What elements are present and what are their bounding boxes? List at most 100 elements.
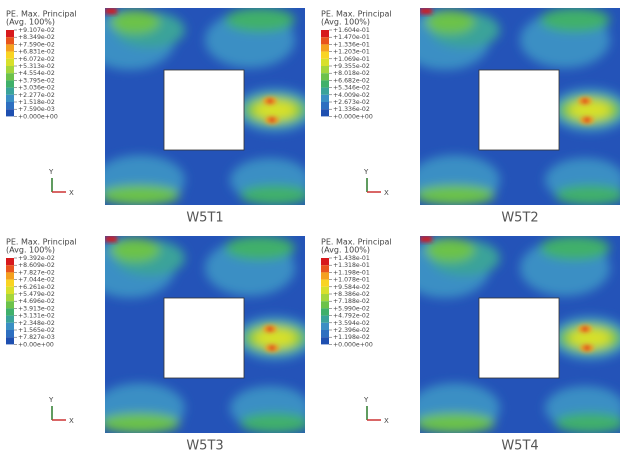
legend-label: +1.198e-01 xyxy=(333,269,370,276)
legend-label: +3.036e-02 xyxy=(18,85,55,92)
legend-swatch xyxy=(6,30,14,37)
legend-label: +9.392e-02 xyxy=(18,255,55,262)
legend-subtitle: (Avg. 100%) xyxy=(6,18,55,27)
legend-swatch xyxy=(321,265,329,272)
legend-subtitle: (Avg. 100%) xyxy=(321,18,370,27)
legend-label: +0.000e+00 xyxy=(18,113,58,120)
contour-region xyxy=(100,413,180,433)
corner xyxy=(105,8,117,14)
contour-plot xyxy=(400,236,621,433)
legend-subtitle: (Avg. 100%) xyxy=(321,246,370,255)
legend-swatch xyxy=(6,287,14,294)
axis-y-label: Y xyxy=(48,396,54,404)
legend-label: +1.604e-01 xyxy=(333,27,370,34)
legend-label: +7.827e-02 xyxy=(18,269,55,276)
legend-label: +0.000e+00 xyxy=(333,341,373,348)
legend-label: +8.349e-02 xyxy=(18,34,55,41)
legend-label: +8.018e-02 xyxy=(333,70,370,77)
legend-label: +1.336e-01 xyxy=(333,41,370,48)
legend-label: +7.590e-02 xyxy=(18,41,55,48)
legend-swatch xyxy=(6,88,14,95)
legend-label: +1.438e-01 xyxy=(333,255,370,262)
legend-swatch xyxy=(321,316,329,323)
legend-label: +6.831e-02 xyxy=(18,49,55,56)
panel: PE. Max. Principal(Avg. 100%)+9.107e-02+… xyxy=(6,8,315,226)
legend-swatch xyxy=(6,294,14,301)
legend-label: +7.188e-02 xyxy=(333,298,370,305)
legend-label: +2.673e-02 xyxy=(333,99,370,106)
corner xyxy=(105,236,117,242)
legend-label: +1.336e-02 xyxy=(333,106,370,113)
legend-label: +4.696e-02 xyxy=(18,298,55,305)
legend-label: +9.584e-02 xyxy=(333,284,370,291)
legend-swatch xyxy=(6,52,14,59)
legend-swatch xyxy=(6,280,14,287)
legend-swatch xyxy=(6,102,14,109)
contour-plot xyxy=(400,8,621,205)
legend-swatch xyxy=(6,66,14,73)
axis-x-label: X xyxy=(384,189,389,197)
legend-label: +5.479e-02 xyxy=(18,291,55,298)
contour-region xyxy=(540,8,610,32)
legend-label: +1.318e-01 xyxy=(333,262,370,269)
axis-y-label: Y xyxy=(363,168,369,176)
contour-region xyxy=(240,185,310,205)
hotspot xyxy=(582,99,589,103)
contour-region xyxy=(225,236,295,260)
figure: PE. Max. Principal(Avg. 100%)+9.107e-02+… xyxy=(0,0,621,452)
legend-label: +6.682e-02 xyxy=(333,77,370,84)
panel: PE. Max. Principal(Avg. 100%)+9.392e-02+… xyxy=(6,236,315,452)
legend-label: +7.044e-02 xyxy=(18,277,55,284)
contour-region xyxy=(240,413,310,433)
axis-x-label: X xyxy=(69,189,74,197)
axis-x-label: X xyxy=(384,417,389,425)
legend-swatch xyxy=(6,337,14,344)
legend-swatch xyxy=(6,272,14,279)
legend-swatch xyxy=(321,80,329,87)
legend-label: +7.827e-03 xyxy=(18,334,55,341)
legend-label: +2.396e-02 xyxy=(333,327,370,334)
caption: W5T3 xyxy=(186,439,223,452)
legend-swatch xyxy=(321,287,329,294)
contour-region xyxy=(425,238,475,262)
legend-swatch xyxy=(321,95,329,102)
legend-label: +2.277e-02 xyxy=(18,92,55,99)
legend-swatch xyxy=(321,44,329,51)
legend-label: +5.990e-02 xyxy=(333,305,370,312)
legend-swatch xyxy=(6,80,14,87)
legend-swatch xyxy=(321,280,329,287)
legend-label: +1.198e-02 xyxy=(333,334,370,341)
hole xyxy=(164,298,244,378)
legend-label: +8.609e-02 xyxy=(18,262,55,269)
legend-swatch xyxy=(321,30,329,37)
contour-region xyxy=(225,8,295,32)
legend-swatch xyxy=(321,52,329,59)
hotspot xyxy=(269,118,276,122)
legend-swatch xyxy=(321,88,329,95)
panel: PE. Max. Principal(Avg. 100%)+1.604e-01+… xyxy=(321,8,621,226)
legend-swatch xyxy=(321,66,329,73)
legend-label: +8.386e-02 xyxy=(333,291,370,298)
hole xyxy=(164,70,244,150)
hole xyxy=(479,298,559,378)
contour-region xyxy=(540,236,610,260)
legend-label: +0.000e+00 xyxy=(333,113,373,120)
legend-label: +4.554e-02 xyxy=(18,70,55,77)
legend-swatch xyxy=(321,102,329,109)
legend-label: +3.131e-02 xyxy=(18,313,55,320)
contour-plot xyxy=(85,8,315,205)
caption: W5T2 xyxy=(501,211,538,226)
legend-label: +2.348e-02 xyxy=(18,320,55,327)
legend-swatch xyxy=(321,337,329,344)
legend-swatch xyxy=(6,44,14,51)
contour-region xyxy=(110,10,160,34)
legend-label: +3.795e-02 xyxy=(18,77,55,84)
legend-label: +5.346e-02 xyxy=(333,85,370,92)
legend-swatch xyxy=(6,37,14,44)
legend-label: +9.355e-02 xyxy=(333,63,370,70)
legend-label: +1.565e-02 xyxy=(18,327,55,334)
legend-swatch xyxy=(6,301,14,308)
legend-swatch xyxy=(321,294,329,301)
legend-swatch xyxy=(321,308,329,315)
legend-swatch xyxy=(6,308,14,315)
